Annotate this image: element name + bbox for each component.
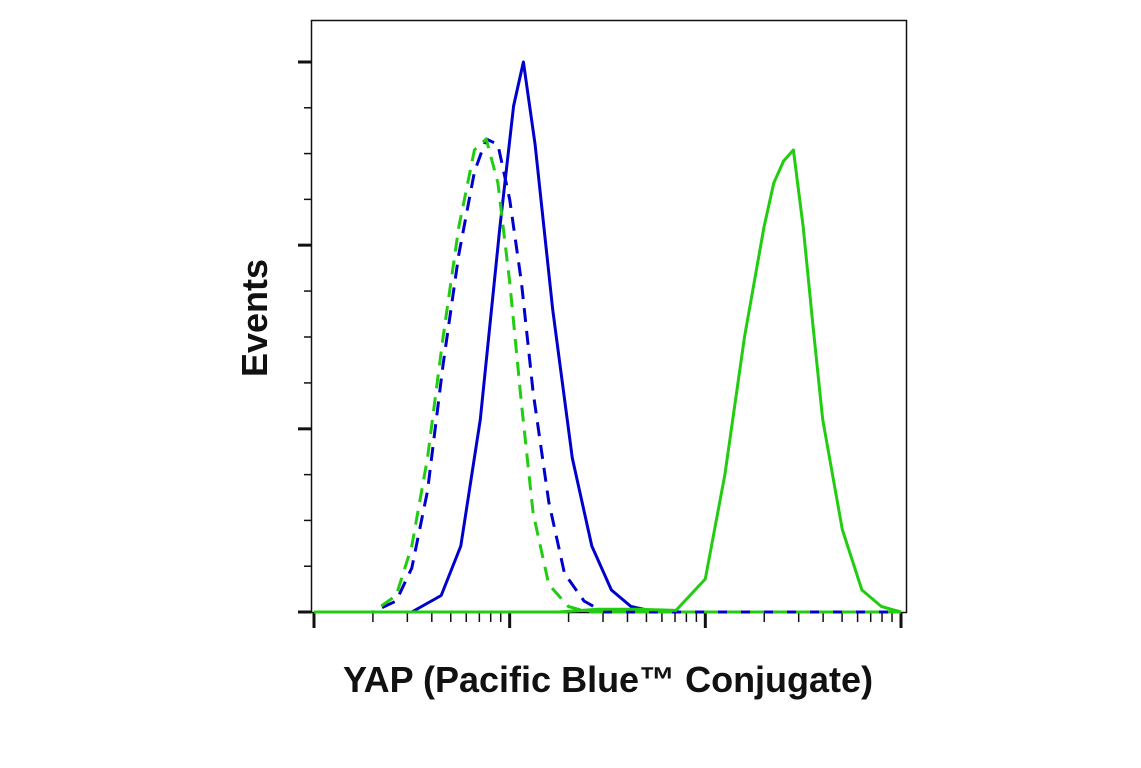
plot-frame	[310, 19, 908, 614]
x-axis	[312, 612, 903, 628]
series-line-3	[314, 137, 901, 614]
series-line-4	[314, 148, 902, 614]
y-axis	[298, 60, 311, 614]
y-axis-title: Events	[234, 258, 275, 378]
series-line-2	[314, 137, 901, 614]
series-layer	[314, 60, 902, 614]
x-axis-title: YAP (Pacific Blue™ Conjugate)	[342, 659, 874, 700]
